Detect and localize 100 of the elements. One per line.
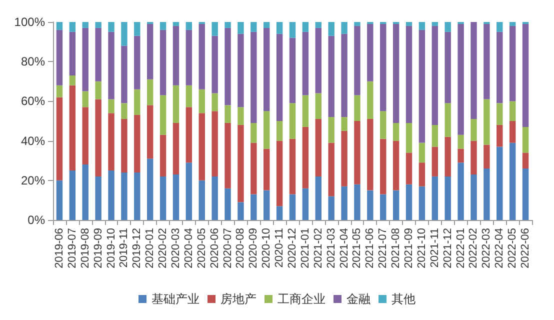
bar (315, 28, 322, 94)
bar (484, 99, 490, 145)
bar (172, 26, 180, 86)
bar (444, 32, 451, 104)
bar (56, 97, 63, 180)
bar (108, 170, 114, 220)
bar (380, 138, 386, 194)
x-tick-label: 2019-08 (79, 228, 92, 268)
bar (328, 117, 334, 143)
bar (328, 36, 334, 118)
bar (69, 22, 76, 32)
bar (56, 85, 63, 98)
x-tick-label: 2021-09 (403, 228, 416, 268)
bar (418, 22, 426, 30)
bar (186, 85, 192, 108)
x-tick-label: 2021-02 (312, 228, 324, 268)
bar (238, 202, 244, 220)
bar (160, 22, 166, 30)
bar (354, 184, 360, 220)
bar (212, 111, 218, 176)
bar (367, 81, 374, 120)
bar (496, 146, 503, 220)
x-tick-label: 2022-01 (454, 228, 467, 268)
bar (406, 26, 412, 123)
bar (392, 122, 400, 141)
y-tick-label: 0% (28, 213, 46, 227)
bar (509, 121, 516, 143)
x-tick-label: 2019-09 (92, 228, 104, 268)
bar (522, 126, 529, 153)
bar (95, 176, 102, 220)
bar (108, 32, 114, 100)
bar (56, 22, 63, 30)
legend-label: 房地产 (220, 292, 256, 306)
bar (82, 107, 88, 165)
bar (289, 103, 296, 139)
bar (82, 22, 88, 28)
bar (212, 176, 218, 220)
x-tick-label: 2020-10 (260, 228, 273, 268)
bar (522, 152, 529, 169)
bar (238, 107, 244, 125)
bar (302, 188, 309, 220)
bar (418, 162, 426, 186)
bar (380, 24, 386, 112)
bar (522, 168, 529, 220)
bar (289, 138, 296, 194)
bar (186, 30, 192, 86)
x-tick-label: 2022-02 (468, 228, 480, 268)
bar (186, 22, 192, 30)
bar (146, 24, 154, 80)
bar (212, 93, 218, 112)
bar (224, 188, 231, 220)
y-tick-label: 80% (20, 54, 46, 69)
x-tick-label: 2020-02 (157, 228, 170, 268)
bar (418, 186, 426, 220)
bar (289, 38, 296, 104)
bar (224, 28, 231, 106)
bar (496, 103, 503, 125)
legend-label: 金融 (346, 292, 370, 306)
bar (238, 124, 244, 202)
bar (224, 105, 231, 123)
x-tick-label: 2020-12 (286, 228, 298, 268)
bar (341, 34, 348, 118)
bar (315, 119, 322, 176)
bar (315, 93, 322, 120)
bar (444, 22, 451, 32)
bar (470, 174, 477, 220)
bar (160, 134, 166, 176)
bar (418, 142, 426, 163)
bar (484, 24, 490, 100)
x-tick-label: 2021-01 (299, 228, 312, 268)
bar (134, 89, 140, 116)
bar (341, 186, 348, 220)
x-tick-label: 2022-06 (520, 228, 532, 268)
bar (108, 113, 114, 170)
bar (56, 30, 63, 86)
bar (172, 22, 180, 26)
bar (496, 22, 503, 32)
bar (69, 32, 76, 76)
x-tick-label: 2019-06 (53, 228, 66, 268)
bar (121, 119, 128, 172)
bar (69, 170, 76, 220)
bar (250, 32, 257, 123)
bar (198, 180, 205, 220)
bar (238, 34, 244, 108)
x-tick-label: 2019-07 (66, 228, 78, 268)
bar (432, 124, 438, 147)
bar (289, 194, 296, 220)
bar (496, 32, 503, 104)
bar (82, 28, 88, 92)
bar (172, 122, 180, 174)
bar (108, 99, 114, 114)
bar (354, 26, 360, 96)
bar (367, 119, 374, 190)
bar (276, 206, 283, 220)
x-tick-label: 2021-08 (390, 228, 402, 268)
x-tick-label: 2022-04 (494, 228, 506, 268)
bar (302, 95, 309, 127)
bar (484, 144, 490, 169)
bar (406, 152, 412, 184)
bar (470, 119, 477, 141)
